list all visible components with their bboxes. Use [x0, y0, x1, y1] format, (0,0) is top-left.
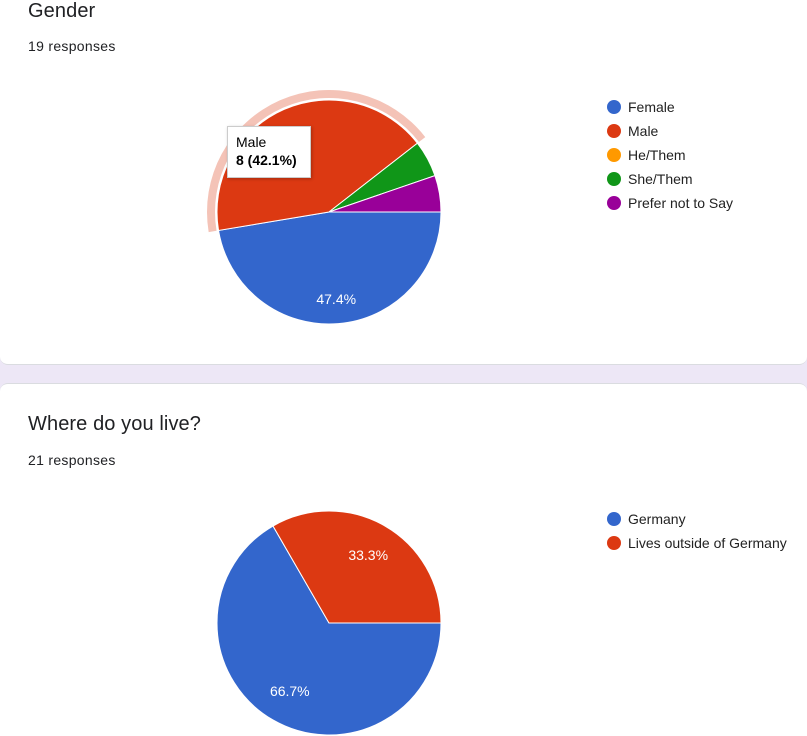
legend-label: Germany [628, 511, 686, 527]
gender-legend: Female Male He/Them She/Them Prefer not to S… [607, 95, 733, 215]
question-title: Gender [28, 0, 96, 22]
legend-label: Male [628, 123, 659, 139]
legend-swatch [607, 536, 621, 550]
legend-swatch [607, 124, 621, 138]
legend-label: Lives outside of Germany [628, 535, 787, 551]
pie-slice-germany[interactable] [216, 525, 442, 736]
legend-swatch [607, 512, 621, 526]
tooltip-label: Male [236, 134, 267, 150]
legend-swatch [607, 100, 621, 114]
tooltip-value: 8 (42.1%) [236, 152, 297, 168]
legend-label: She/Them [628, 171, 693, 187]
pie-slice-female[interactable] [217, 211, 442, 325]
legend-label: Female [628, 99, 675, 115]
legend-item-female[interactable]: Female [607, 95, 733, 119]
response-count: 19 responses [28, 38, 116, 54]
legend-item-prefer-not-to-say[interactable]: Prefer not to Say [607, 191, 733, 215]
legend-item-lives-outside-of-germany[interactable]: Lives outside of Germany [607, 531, 787, 555]
legend-item-male[interactable]: Male [607, 119, 733, 143]
legend-swatch [607, 196, 621, 210]
pie-slice-prefer-not-to-say[interactable] [328, 174, 442, 213]
question-title: Where do you live? [28, 413, 202, 435]
gender-pie-chart[interactable]: 47.4% [0, 0, 560, 365]
legend-item-he-them[interactable]: He/Them [607, 143, 733, 167]
legend-label: Prefer not to Say [628, 195, 734, 211]
pie-slice-lives-outside-of-germany[interactable] [272, 510, 442, 624]
response-count: 21 responses [28, 452, 116, 468]
chart-tooltip: Male 8 (42.1%) [227, 126, 311, 178]
residence-pie-chart[interactable]: 66.7% 33.3% [0, 383, 560, 736]
slice-label-lives-outside-of-germany: 33.3% [348, 547, 388, 563]
legend-swatch [607, 148, 621, 162]
slice-label-germany: 66.7% [270, 683, 310, 699]
slice-label-female: 47.4% [316, 291, 356, 307]
legend-item-she-them[interactable]: She/Them [607, 167, 733, 191]
legend-label: He/Them [628, 147, 686, 163]
legend-swatch [607, 172, 621, 186]
residence-legend: Germany Lives outside of Germany [607, 507, 787, 555]
legend-item-germany[interactable]: Germany [607, 507, 787, 531]
